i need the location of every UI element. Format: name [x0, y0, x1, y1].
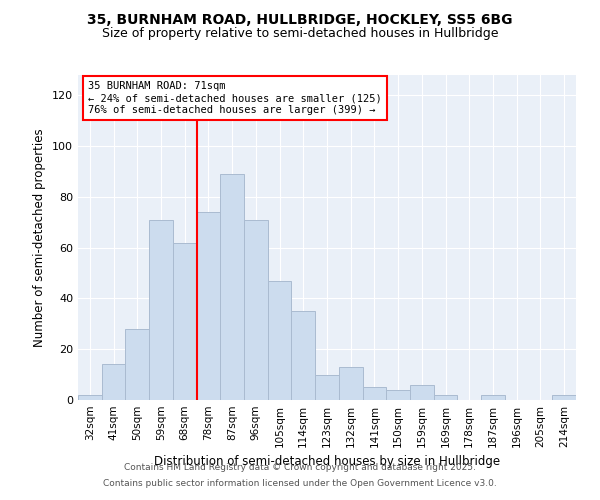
- Bar: [268, 280, 292, 400]
- Text: Contains HM Land Registry data © Crown copyright and database right 2025.: Contains HM Land Registry data © Crown c…: [124, 464, 476, 472]
- Bar: [481, 395, 505, 400]
- Text: 35 BURNHAM ROAD: 71sqm
← 24% of semi-detached houses are smaller (125)
76% of se: 35 BURNHAM ROAD: 71sqm ← 24% of semi-det…: [88, 82, 382, 114]
- Text: Contains public sector information licensed under the Open Government Licence v3: Contains public sector information licen…: [103, 478, 497, 488]
- Bar: [434, 395, 457, 400]
- Bar: [197, 212, 220, 400]
- Bar: [78, 395, 102, 400]
- Bar: [244, 220, 268, 400]
- Bar: [292, 311, 315, 400]
- Bar: [386, 390, 410, 400]
- Bar: [552, 395, 576, 400]
- X-axis label: Distribution of semi-detached houses by size in Hullbridge: Distribution of semi-detached houses by …: [154, 456, 500, 468]
- Y-axis label: Number of semi-detached properties: Number of semi-detached properties: [34, 128, 46, 347]
- Bar: [362, 388, 386, 400]
- Bar: [220, 174, 244, 400]
- Bar: [149, 220, 173, 400]
- Bar: [102, 364, 125, 400]
- Bar: [125, 329, 149, 400]
- Bar: [410, 385, 434, 400]
- Bar: [339, 367, 362, 400]
- Bar: [173, 242, 197, 400]
- Text: 35, BURNHAM ROAD, HULLBRIDGE, HOCKLEY, SS5 6BG: 35, BURNHAM ROAD, HULLBRIDGE, HOCKLEY, S…: [87, 12, 513, 26]
- Bar: [315, 374, 339, 400]
- Text: Size of property relative to semi-detached houses in Hullbridge: Size of property relative to semi-detach…: [102, 28, 498, 40]
